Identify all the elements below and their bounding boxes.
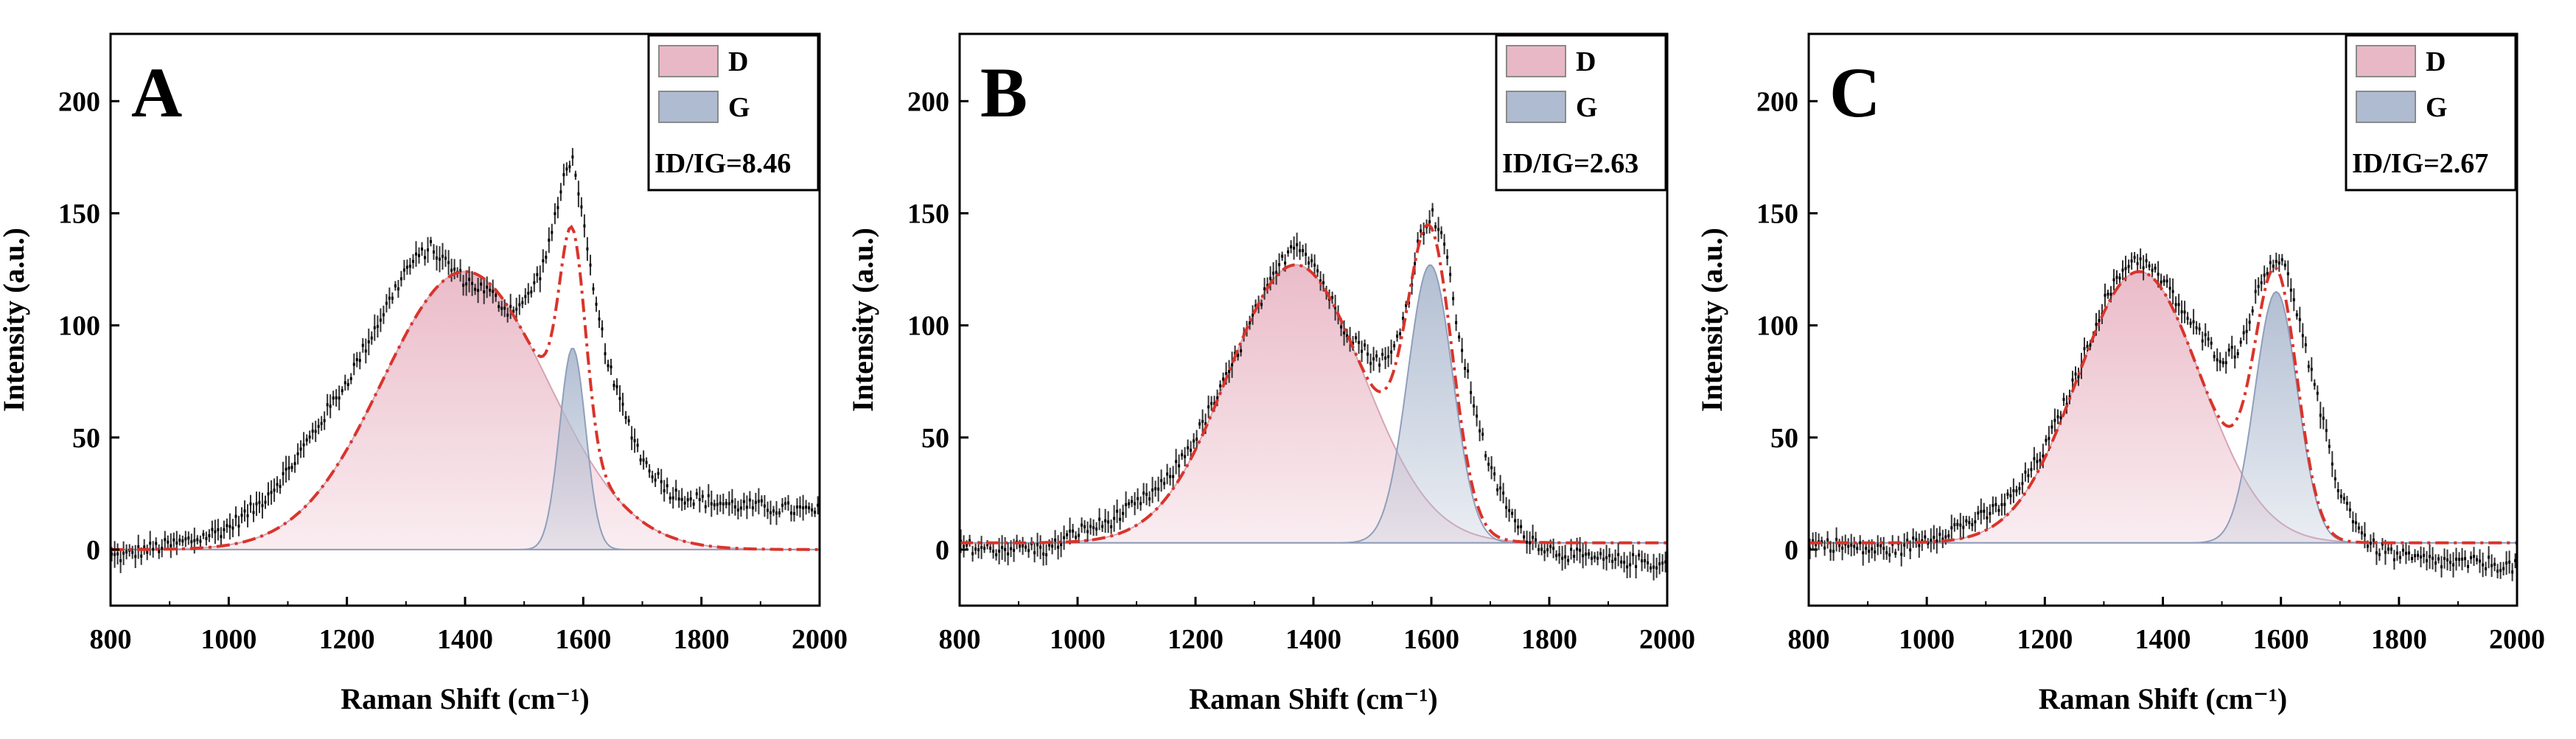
legend-swatch-d [2356,45,2416,77]
legend-label-d: D [2426,46,2446,77]
panel-c: 800 1000 1200 1400 1600 1800 2000 0 50 100 150 200 R… [1695,32,2545,715]
x-tick-label: 1600 [1403,624,1459,655]
x-tick-label: 1000 [1899,624,1955,655]
plot-area [1809,248,2517,581]
x-tick-label: 1800 [674,624,730,655]
x-tick-label: 2000 [1639,624,1695,655]
x-tick-label: 1600 [2253,624,2309,655]
x-tick-label: 2000 [792,624,848,655]
x-tick-label: 1000 [200,624,256,655]
y-tick-label: 150 [907,198,949,229]
legend-label-d: D [728,46,748,77]
legend-label-g: G [1576,92,1598,123]
legend-label-d: D [1576,46,1596,77]
y-tick-label: 0 [86,535,100,566]
plot-area [111,147,820,573]
peak-d-area [111,270,820,550]
legend-swatch-d [1506,45,1566,77]
legend-swatch-g [2356,91,2416,123]
x-tick-label: 800 [90,624,132,655]
cumulative-fit-line [1809,266,2517,544]
x-tick-label: 1400 [1285,624,1341,655]
peak-d-area [960,264,1667,544]
x-tick-label: 1600 [555,624,611,655]
panel-a: 800 1000 1200 1400 1600 1800 2000 0 50 100 150 200 R… [0,32,848,715]
legend-label-g: G [2426,92,2448,123]
x-tick-label: 1200 [1167,624,1224,655]
legend-swatch-g [1506,91,1566,123]
raw-data-points [111,155,820,562]
y-axis-label: Intensity (a.u.) [1695,228,1728,412]
legend-label-g: G [728,92,750,123]
x-tick-label: 1000 [1050,624,1106,655]
peak-d-area [1809,270,2517,544]
y-axis-label: Intensity (a.u.) [846,228,879,412]
ratio-annotation: ID/IG=8.46 [655,148,791,179]
x-axis-label: Raman Shift (cm⁻¹) [341,682,590,715]
x-tick-label: 1400 [437,624,493,655]
cumulative-fit-line [960,223,1667,544]
y-tick-label: 0 [935,535,949,566]
legend-swatch-d [658,45,719,77]
x-tick-label: 1200 [319,624,375,655]
x-tick-label: 1800 [2371,624,2427,655]
y-tick-label: 200 [1756,86,1798,117]
x-tick-label: 800 [1788,624,1830,655]
x-tick-label: 1200 [2017,624,2073,655]
y-tick-label: 100 [907,311,949,342]
legend-swatch-g [658,91,719,123]
panel-label: A [131,53,182,132]
y-tick-label: 50 [921,423,949,454]
y-tick-label: 50 [72,423,100,454]
cumulative-fit-line [111,224,820,551]
ratio-annotation: ID/IG=2.67 [2352,148,2488,179]
y-tick-label: 50 [1770,423,1798,454]
x-tick-label: 2000 [2489,624,2545,655]
panel-label: C [1829,53,1880,132]
y-tick-label: 200 [58,86,100,117]
x-tick-label: 1400 [2135,624,2191,655]
peak-g-area [111,348,820,550]
y-tick-label: 150 [1756,198,1798,229]
x-tick-label: 800 [939,624,981,655]
panel-label: B [980,53,1027,132]
x-axis-label: Raman Shift (cm⁻¹) [2039,682,2288,715]
raw-data-points [960,208,1667,570]
y-tick-label: 200 [907,86,949,117]
x-tick-label: 1800 [1521,624,1577,655]
y-tick-label: 0 [1784,535,1798,566]
ratio-annotation: ID/IG=2.63 [1502,148,1638,179]
x-axis-label: Raman Shift (cm⁻¹) [1189,682,1438,715]
y-tick-label: 100 [58,311,100,342]
y-tick-label: 100 [1756,311,1798,342]
y-tick-label: 150 [58,198,100,229]
y-axis-label: Intensity (a.u.) [0,228,30,412]
plot-area [960,203,1667,581]
panel-b: 800 1000 1200 1400 1600 1800 2000 0 50 100 150 200 R… [846,32,1695,715]
